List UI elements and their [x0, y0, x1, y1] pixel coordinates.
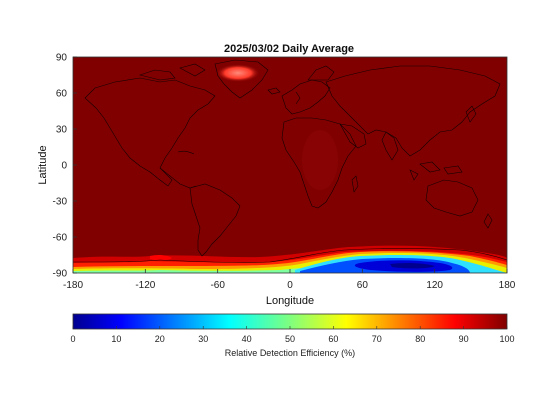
- x-tick-label: -120: [135, 280, 155, 291]
- colorbar-tick-label: 80: [415, 334, 425, 344]
- colorbar-tick-label: 100: [499, 334, 514, 344]
- colorbar-tick-label: 20: [155, 334, 165, 344]
- colorbar-label: Relative Detection Efficiency (%): [225, 348, 355, 358]
- map-area: [73, 57, 507, 273]
- colorbar-tick-label: 10: [111, 334, 121, 344]
- x-tick-label: -180: [63, 280, 83, 291]
- colorbar-tick-label: 0: [70, 334, 75, 344]
- colorbar-tick-label: 60: [328, 334, 338, 344]
- y-tick-label: 60: [56, 89, 68, 100]
- y-ticks: 90 60 30 0 -30 -60 -90: [53, 53, 77, 280]
- x-tick-label: 120: [426, 280, 443, 291]
- y-tick-label: 90: [56, 53, 68, 64]
- y-tick-label: 30: [56, 125, 68, 136]
- colorbar-tick-label: 30: [198, 334, 208, 344]
- colorbar-tick-label: 40: [242, 334, 252, 344]
- y-tick-label: -60: [53, 233, 68, 244]
- y-tick-label: -30: [53, 197, 68, 208]
- coastlines: [73, 59, 507, 263]
- map-background: [73, 57, 507, 273]
- y-tick-label: 0: [61, 161, 67, 172]
- greenland-hotspot: [216, 64, 260, 82]
- antarctic-band: [73, 245, 507, 273]
- colorbar-tick-label: 70: [372, 334, 382, 344]
- y-tick-label: -90: [53, 269, 68, 280]
- x-axis-label: Longitude: [266, 295, 314, 307]
- x-ticks: -180 -120 -60 0 60 120 180: [63, 269, 516, 291]
- map-title: 2025/03/02 Daily Average: [224, 43, 354, 55]
- y-axis-label: Latitude: [37, 145, 49, 184]
- x-tick-label: 0: [287, 280, 293, 291]
- x-tick-label: 60: [357, 280, 369, 291]
- sahara-patch: [302, 130, 338, 190]
- colorbar-ticks: 0 10 20 30 40 50 60 70 80 90 100: [70, 326, 515, 344]
- colorbar-tick-label: 90: [459, 334, 469, 344]
- colorbar-tick-label: 50: [285, 334, 295, 344]
- x-tick-label: 180: [499, 280, 516, 291]
- x-tick-label: -60: [210, 280, 225, 291]
